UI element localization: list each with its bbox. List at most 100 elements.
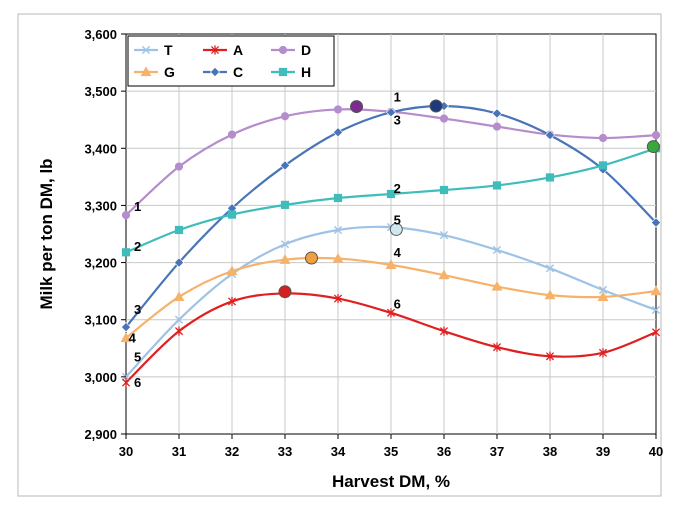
point-C xyxy=(385,107,397,118)
legend-marker-C xyxy=(209,66,221,78)
x-tick-label: 31 xyxy=(172,444,186,459)
y-tick-label: 3,000 xyxy=(84,370,117,385)
point-T xyxy=(439,231,449,240)
point-A xyxy=(333,293,343,304)
point-T xyxy=(545,264,555,273)
x-tick-label: 33 xyxy=(278,444,292,459)
legend-label-H: H xyxy=(301,64,311,80)
point-G xyxy=(650,285,662,296)
point-G xyxy=(597,291,609,301)
point-D xyxy=(333,105,343,114)
x-tick-label: 39 xyxy=(596,444,610,459)
point-H xyxy=(492,181,502,190)
point-A xyxy=(121,377,131,388)
highlight-point-G xyxy=(305,251,318,265)
annotation-label: 6 xyxy=(394,296,401,311)
point-T xyxy=(598,285,608,295)
x-tick-label: 40 xyxy=(649,444,663,459)
legend-label-C: C xyxy=(233,64,243,80)
highlight-point-A xyxy=(278,285,292,299)
point-A xyxy=(545,351,555,361)
legend-marker-D xyxy=(278,45,288,55)
point-D xyxy=(280,112,290,121)
point-G xyxy=(332,252,344,263)
point-T xyxy=(492,245,502,255)
highlight-points xyxy=(278,99,660,299)
legend-marker-G xyxy=(140,66,152,77)
point-H xyxy=(280,200,290,209)
annotation-label: 4 xyxy=(129,331,137,346)
legend-label-G: G xyxy=(164,64,175,80)
point-C xyxy=(279,160,291,171)
point-T xyxy=(651,305,661,315)
x-tick-label: 32 xyxy=(225,444,239,459)
y-tick-label: 3,400 xyxy=(84,141,117,156)
legend-label-T: T xyxy=(164,42,173,58)
x-tick-label: 35 xyxy=(384,444,398,459)
x-tick-label: 30 xyxy=(119,444,133,459)
series-markers xyxy=(120,100,662,388)
point-A xyxy=(492,342,502,352)
point-G xyxy=(120,332,132,343)
annotation-label: 1 xyxy=(134,199,141,214)
point-G xyxy=(385,259,397,269)
x-tick-label: 36 xyxy=(437,444,451,459)
point-G xyxy=(173,291,185,301)
highlight-point-D xyxy=(350,100,364,114)
legend-marker-T xyxy=(141,45,151,55)
point-H xyxy=(598,161,608,170)
point-D xyxy=(174,162,184,171)
point-C xyxy=(491,108,503,119)
point-C xyxy=(332,127,344,138)
legend-marker-A xyxy=(210,45,220,55)
x-tick-label: 37 xyxy=(490,444,504,459)
point-D xyxy=(439,114,449,123)
point-A xyxy=(386,308,396,318)
legend-label-D: D xyxy=(301,42,311,58)
highlight-point-C xyxy=(429,99,443,113)
point-A xyxy=(651,327,661,337)
point-C xyxy=(120,322,132,333)
point-H xyxy=(227,210,237,219)
point-G xyxy=(279,254,291,264)
legend-box xyxy=(127,35,335,87)
annotations: 1 2 3 4 5 6 1 3 2 5 4 6 xyxy=(129,89,402,390)
point-A xyxy=(227,296,237,307)
point-D xyxy=(492,122,502,131)
y-tick-label: 2,900 xyxy=(84,427,117,442)
point-T xyxy=(333,225,343,235)
point-H xyxy=(439,185,449,195)
annotation-label: 5 xyxy=(394,212,401,227)
y-axis-title: Milk per ton DM, lb xyxy=(37,158,56,309)
point-G xyxy=(438,269,450,280)
x-tick-label: 34 xyxy=(331,444,346,459)
x-tick-label: 38 xyxy=(543,444,557,459)
annotation-label: 2 xyxy=(394,181,401,196)
highlight-point-T xyxy=(389,222,403,236)
point-A xyxy=(174,326,184,336)
x-axis-title: Harvest DM, % xyxy=(332,472,450,491)
point-C xyxy=(650,217,662,228)
annotation-label: 4 xyxy=(394,245,402,260)
point-G xyxy=(226,265,238,276)
annotation-label: 5 xyxy=(134,349,141,364)
y-tick-label: 3,300 xyxy=(84,198,117,213)
point-H xyxy=(333,193,343,203)
point-H xyxy=(386,189,396,199)
point-D xyxy=(651,131,661,140)
point-H xyxy=(121,248,131,257)
point-H xyxy=(545,173,555,182)
point-G xyxy=(491,280,503,291)
legend-marker-H xyxy=(278,67,288,77)
point-A xyxy=(598,348,608,358)
point-H xyxy=(174,225,184,235)
annotation-label: 6 xyxy=(134,375,141,390)
gridlines xyxy=(126,34,656,434)
point-D xyxy=(227,130,237,139)
axes: 30 31 32 33 34 35 36 37 38 39 402,9003,0003,1003,2… xyxy=(84,27,663,459)
y-tick-label: 3,500 xyxy=(84,84,117,99)
legend: T A D G C H xyxy=(127,35,335,87)
annotation-label: 3 xyxy=(134,302,141,317)
